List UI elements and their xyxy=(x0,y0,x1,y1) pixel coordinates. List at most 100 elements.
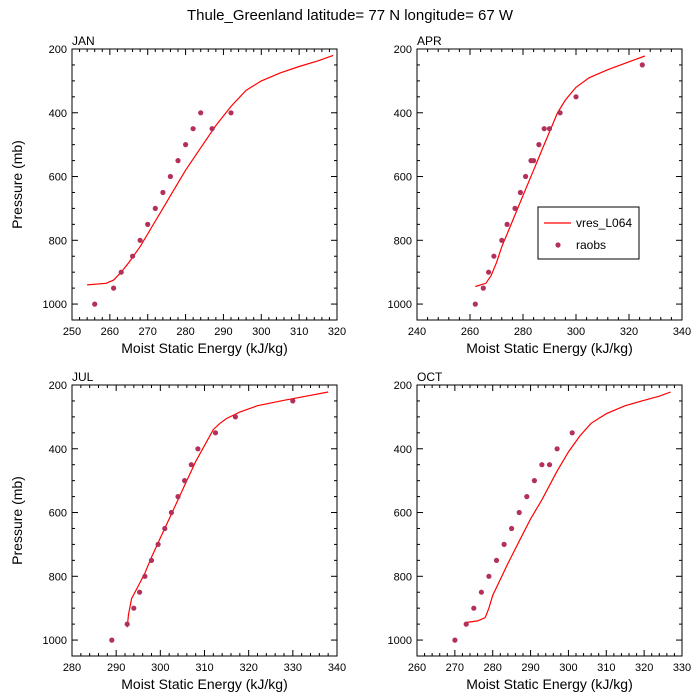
panel-label: JUL xyxy=(72,370,94,384)
x-tick-label: 300 xyxy=(567,326,585,338)
raob-point xyxy=(472,301,478,307)
y-tick-label: 200 xyxy=(394,44,412,56)
plot-frame xyxy=(416,48,683,321)
raob-point xyxy=(531,478,538,484)
x-tick-label: 320 xyxy=(620,326,638,338)
series-line-vres-l064 xyxy=(126,391,329,628)
legend-marker-label: raobs xyxy=(576,238,606,252)
raob-point xyxy=(524,494,530,500)
raob-point xyxy=(546,462,553,468)
y-tick-label: 800 xyxy=(394,571,412,583)
raob-point xyxy=(228,110,234,116)
x-tick-label: 290 xyxy=(214,326,232,338)
panel-label: JAN xyxy=(72,34,95,48)
raob-point xyxy=(493,557,500,564)
raob-point xyxy=(167,173,173,180)
raob-point xyxy=(183,142,189,148)
raob-point xyxy=(539,462,545,468)
raob-point xyxy=(155,541,161,548)
raob-point xyxy=(557,110,563,116)
raob-point xyxy=(486,573,492,579)
raob-point xyxy=(573,94,579,100)
raob-point xyxy=(554,446,560,452)
raob-point xyxy=(491,253,497,259)
series-line-vres-l064 xyxy=(87,54,334,286)
raob-point xyxy=(536,142,542,148)
raob-point xyxy=(145,221,151,227)
y-tick-label: 400 xyxy=(49,108,67,120)
raob-point xyxy=(195,446,201,452)
x-tick-label: 340 xyxy=(328,662,346,674)
panel-oct: 260 270 280 290 300 310 320 330 200 400 600 800 1000… xyxy=(388,370,692,692)
chart-title: Thule_Greenland latitude= 77 N longitude… xyxy=(187,7,514,24)
legend-marker-swatch xyxy=(555,242,561,248)
raob-point xyxy=(124,621,130,627)
raob-point xyxy=(131,605,137,611)
y-tick-label: 600 xyxy=(394,172,412,184)
raob-point xyxy=(118,269,124,275)
y-tick-label: 1000 xyxy=(43,635,67,647)
x-tick-label: 300 xyxy=(559,662,577,674)
raob-point xyxy=(541,126,547,132)
raob-point xyxy=(531,158,537,164)
y-tick-label: 1000 xyxy=(388,299,412,311)
series-line-vres-l064 xyxy=(466,391,671,624)
x-tick-label: 280 xyxy=(514,326,532,338)
raob-point xyxy=(109,637,115,643)
x-tick-label: 240 xyxy=(408,326,426,338)
x-tick-label: 290 xyxy=(521,662,539,674)
raob-point xyxy=(111,285,117,291)
x-tick-label: 270 xyxy=(446,662,464,674)
series-line-vres-l064 xyxy=(475,55,646,288)
y-tick-label: 1000 xyxy=(43,299,67,311)
raob-point xyxy=(517,189,524,196)
raob-point xyxy=(160,189,166,196)
raob-point xyxy=(175,158,181,164)
raob-point xyxy=(569,430,575,436)
y-tick-label: 200 xyxy=(49,380,67,392)
panel-label: APR xyxy=(417,34,442,48)
y-tick-label: 200 xyxy=(394,380,412,392)
raob-point xyxy=(92,301,98,307)
y-tick-label: 800 xyxy=(49,235,67,247)
raob-point xyxy=(499,237,505,243)
raob-point xyxy=(463,621,469,627)
raob-point xyxy=(471,605,477,611)
raob-point xyxy=(137,237,143,243)
raob-point xyxy=(523,173,529,180)
x-tick-label: 300 xyxy=(252,326,270,338)
legend-box xyxy=(537,206,640,260)
x-tick-label: 310 xyxy=(290,326,308,338)
y-tick-label: 1000 xyxy=(388,635,412,647)
x-axis-label: Moist Static Energy (kJ/kg) xyxy=(466,676,633,692)
raob-point xyxy=(478,589,484,595)
x-tick-label: 280 xyxy=(63,662,81,674)
x-tick-label: 340 xyxy=(673,326,691,338)
raob-point xyxy=(182,478,188,484)
x-tick-label: 270 xyxy=(139,326,157,338)
y-tick-label: 400 xyxy=(394,444,412,456)
raob-point xyxy=(232,414,238,420)
x-tick-label: 280 xyxy=(484,662,502,674)
raob-point xyxy=(130,253,136,259)
x-tick-label: 320 xyxy=(328,326,346,338)
raob-point xyxy=(142,573,148,579)
y-axis-label: Pressure (mb) xyxy=(9,140,25,229)
plot-frame xyxy=(71,48,338,321)
y-tick-label: 600 xyxy=(394,508,412,520)
panel-label: OCT xyxy=(417,370,443,384)
raob-point xyxy=(290,398,296,404)
raob-point xyxy=(198,110,204,116)
plot-frame xyxy=(416,384,683,657)
x-tick-label: 330 xyxy=(673,662,691,674)
y-tick-label: 600 xyxy=(49,508,67,520)
panel-jul: 280 290 300 310 320 330 340 200 400 600 800 1000 JUL… xyxy=(9,370,346,692)
raob-point xyxy=(212,430,219,436)
x-tick-label: 290 xyxy=(107,662,125,674)
raob-point xyxy=(137,589,143,595)
x-tick-label: 310 xyxy=(597,662,615,674)
raob-point xyxy=(516,509,522,516)
raob-point xyxy=(452,637,458,643)
raob-point xyxy=(152,205,158,211)
